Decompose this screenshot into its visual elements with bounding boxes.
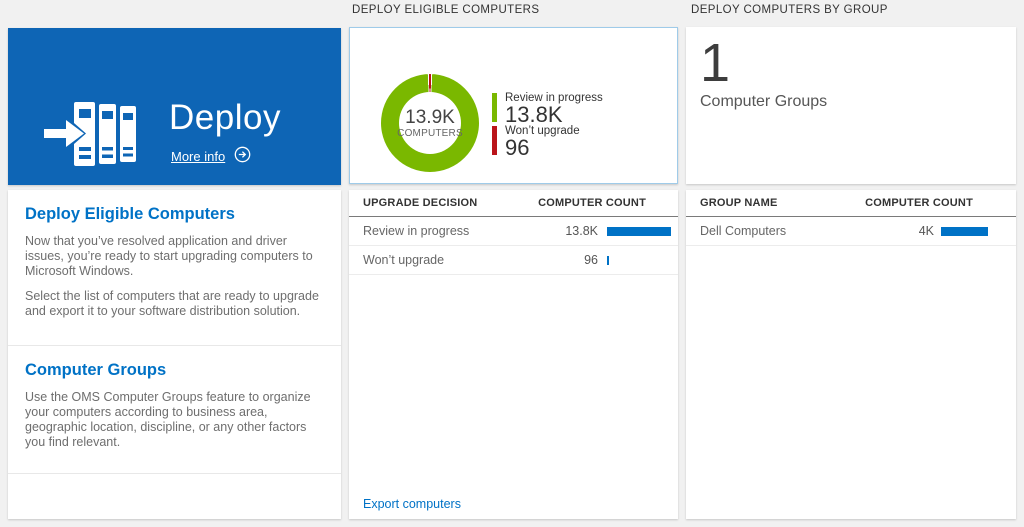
table-row[interactable]: Review in progress 13.8K bbox=[349, 217, 678, 246]
table-header-row: UPGRADE DECISION COMPUTER COUNT bbox=[349, 190, 678, 217]
deploy-icon bbox=[44, 98, 144, 177]
table-row[interactable]: Won’t upgrade 96 bbox=[349, 246, 678, 275]
row-label: Dell Computers bbox=[700, 224, 787, 238]
export-computers-link[interactable]: Export computers bbox=[363, 497, 461, 511]
legend-value: 96 bbox=[505, 135, 530, 160]
legend-item-wont-upgrade: Won’t upgrade 96 bbox=[492, 125, 603, 160]
count-bar bbox=[607, 256, 609, 265]
section-computer-groups: Computer Groups Use the OMS Computer Gro… bbox=[8, 346, 341, 474]
computer-groups-stat-card[interactable]: 1 Computer Groups bbox=[686, 27, 1016, 184]
count-bar bbox=[607, 227, 671, 236]
legend-item-review-in-progress: Review in progress 13.8K bbox=[492, 92, 603, 127]
donut-center: 13.9K COMPUTERS bbox=[397, 92, 463, 154]
chart-legend: Review in progress 13.8K Won’t upgrade 9… bbox=[492, 92, 603, 160]
section-heading: Computer Groups bbox=[25, 361, 167, 379]
more-info-link[interactable]: More info bbox=[171, 146, 251, 166]
eligible-computers-chart-card[interactable]: 13.9K COMPUTERS Review in progress 13.8K… bbox=[349, 27, 678, 184]
deploy-info-card: Deploy Eligible Computers Now that you’v… bbox=[8, 190, 341, 519]
row-label: Won’t upgrade bbox=[363, 253, 445, 267]
section-deploy-eligible-computers: Deploy Eligible Computers Now that you’v… bbox=[8, 190, 341, 346]
group-count-value: 1 bbox=[700, 33, 731, 93]
section-paragraph: Select the list of computers that are re… bbox=[25, 289, 319, 318]
donut-chart[interactable]: 13.9K COMPUTERS bbox=[381, 74, 479, 172]
column-header-group-name: GROUP NAME bbox=[700, 197, 778, 209]
legend-value: 13.8K bbox=[505, 102, 563, 127]
column-header-upgrade-decision: UPGRADE DECISION bbox=[363, 197, 478, 209]
group-count-label: Computer Groups bbox=[700, 93, 828, 110]
section-paragraph: Now that you’ve resolved application and… bbox=[25, 234, 313, 278]
count-bar bbox=[941, 227, 988, 236]
row-label: Review in progress bbox=[363, 224, 470, 238]
right-column-header: DEPLOY COMPUTERS BY GROUP bbox=[691, 4, 888, 16]
legend-swatch-green bbox=[492, 93, 497, 122]
row-value: 13.8K bbox=[565, 224, 598, 238]
circle-arrow-icon bbox=[234, 146, 251, 166]
donut-total-value: 13.9K bbox=[405, 106, 455, 128]
group-table: GROUP NAME COMPUTER COUNT Dell Computers… bbox=[686, 190, 1016, 519]
section-paragraph: Use the OMS Computer Groups feature to o… bbox=[25, 390, 311, 449]
row-value: 4K bbox=[918, 224, 934, 238]
donut-total-label: COMPUTERS bbox=[397, 127, 463, 139]
table-row[interactable]: Dell Computers 4K bbox=[686, 217, 1016, 246]
upgrade-decision-table: UPGRADE DECISION COMPUTER COUNT Review i… bbox=[349, 190, 678, 519]
tile-title: Deploy bbox=[169, 98, 281, 137]
table-header-row: GROUP NAME COMPUTER COUNT bbox=[686, 190, 1016, 217]
row-value: 96 bbox=[584, 253, 598, 267]
legend-label: Review in progress bbox=[505, 92, 603, 104]
legend-swatch-red bbox=[492, 126, 497, 155]
legend-label: Won’t upgrade bbox=[505, 125, 580, 137]
middle-column-header: DEPLOY ELIGIBLE COMPUTERS bbox=[352, 4, 540, 16]
column-header-computer-count: COMPUTER COUNT bbox=[865, 197, 973, 209]
column-header-computer-count: COMPUTER COUNT bbox=[538, 197, 646, 209]
section-heading: Deploy Eligible Computers bbox=[25, 205, 235, 223]
deploy-blade-tile[interactable]: Deploy More info bbox=[8, 28, 341, 185]
